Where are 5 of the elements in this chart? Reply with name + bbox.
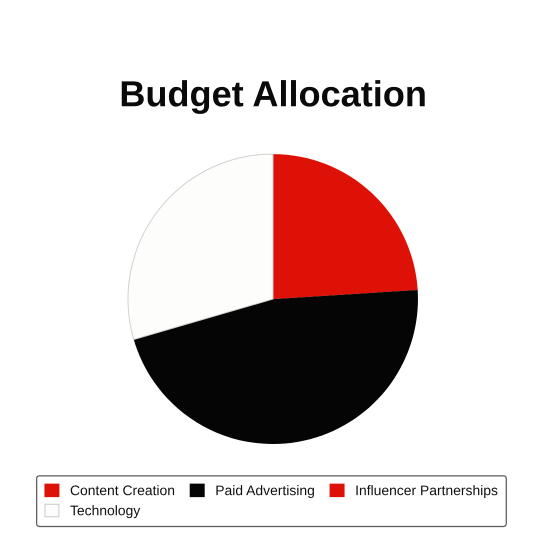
legend-label: Paid Advertising xyxy=(216,485,314,498)
chart-title: Budget Allocation xyxy=(122,80,425,114)
legend-label: Technology xyxy=(70,505,140,518)
legend-label: Content Creation xyxy=(70,485,174,496)
legend-label: Influencer Partnerships xyxy=(356,485,498,498)
